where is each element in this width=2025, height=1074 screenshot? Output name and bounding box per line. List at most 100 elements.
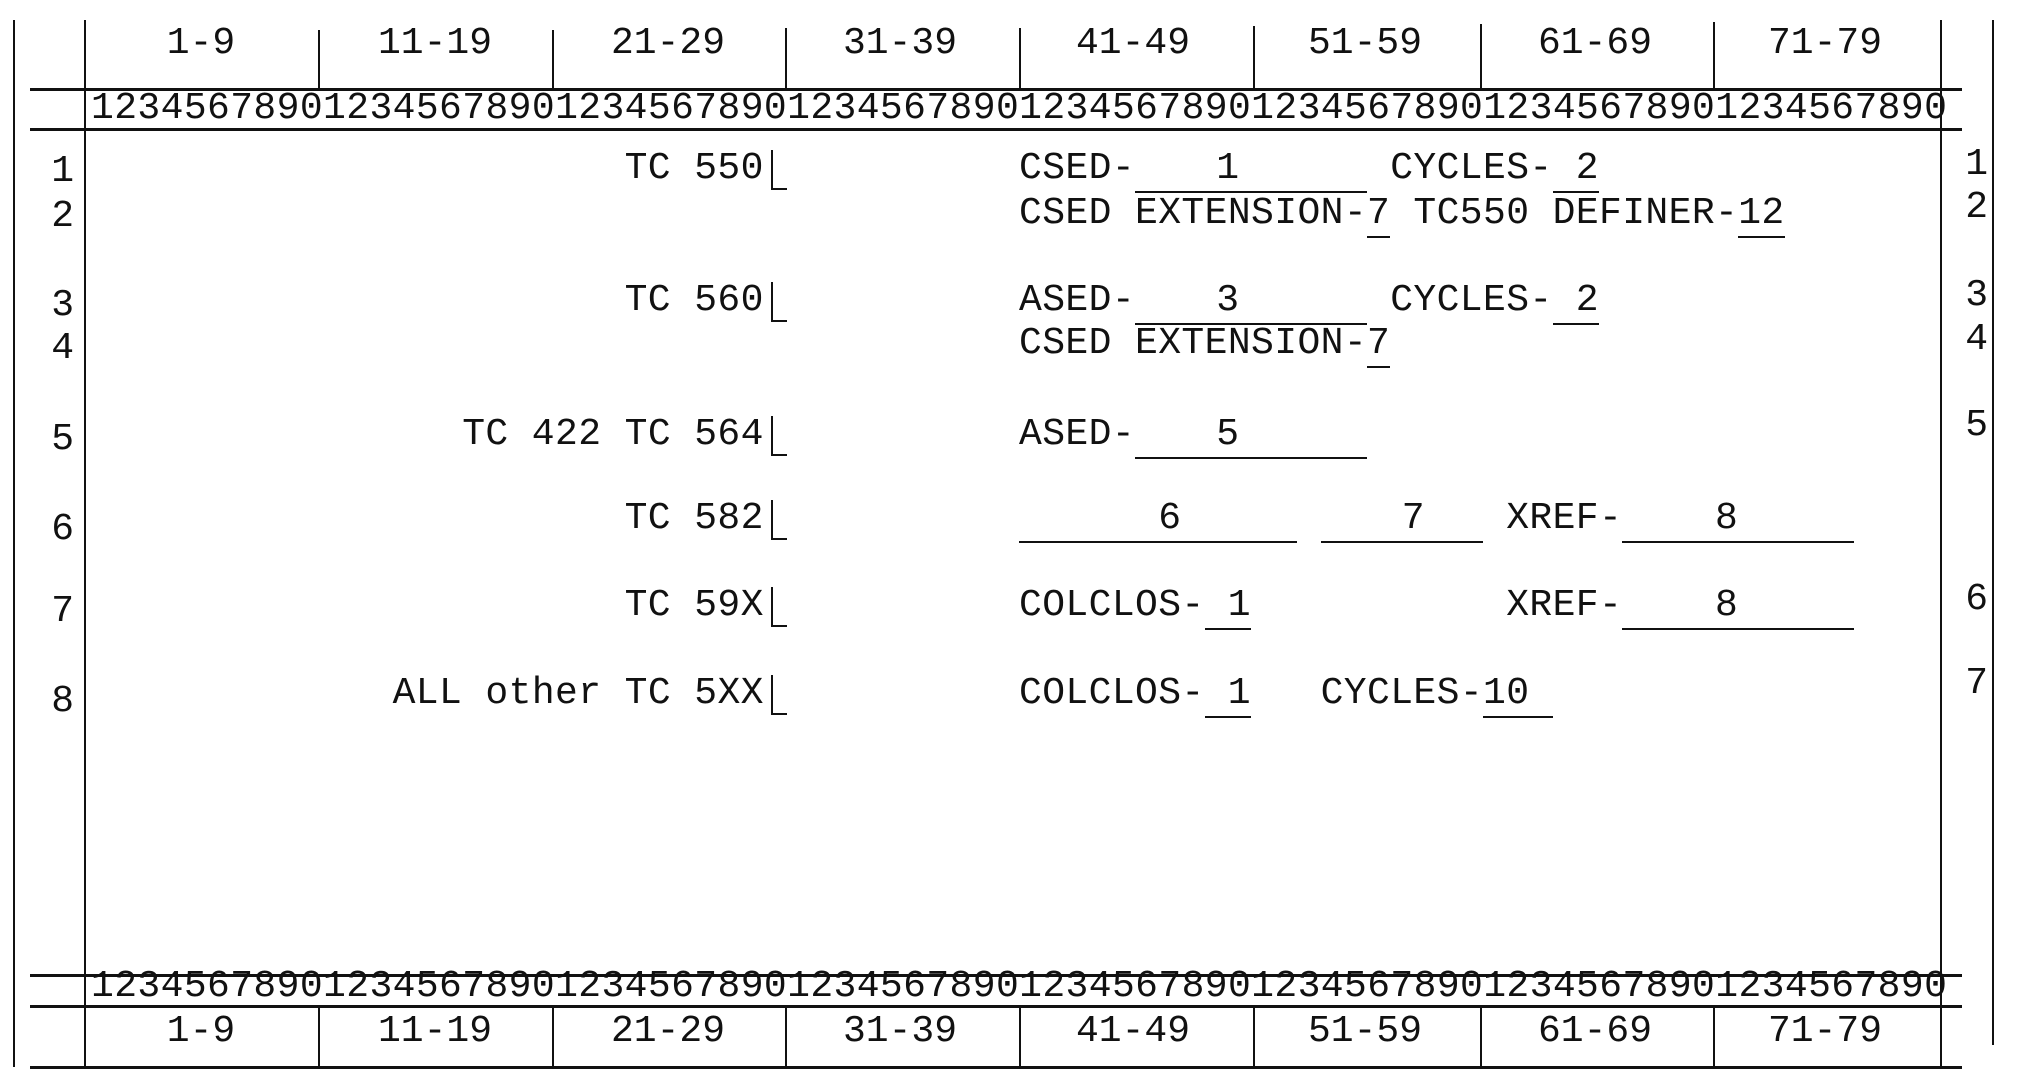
colclos-value: 1 bbox=[1227, 584, 1251, 627]
left-line-number: 2 bbox=[51, 195, 74, 238]
field-6-value: 6 bbox=[1158, 497, 1182, 540]
right-line-number: 4 bbox=[1965, 318, 1988, 361]
colclos-label: COLCLOS- bbox=[1019, 584, 1205, 627]
left-line-number: 4 bbox=[51, 327, 74, 370]
column-group-label: 71-79 bbox=[1767, 1010, 1883, 1053]
cycles-label: CYCLES- bbox=[1390, 147, 1553, 190]
left-line-number: 7 bbox=[51, 590, 74, 633]
footer-divider bbox=[30, 1066, 1962, 1069]
field-marker bbox=[770, 500, 787, 540]
field-7[interactable]: 7 bbox=[1320, 497, 1483, 543]
xref-label: XREF- bbox=[1506, 584, 1623, 627]
right-line-number: 3 bbox=[1965, 274, 1988, 317]
ruler-divider-top bbox=[30, 128, 1962, 131]
cycles-value: 2 bbox=[1575, 279, 1599, 322]
field-6[interactable]: 6 bbox=[1019, 497, 1298, 543]
cycles-field[interactable]: 10 bbox=[1483, 672, 1553, 718]
cycles-field[interactable]: 2 bbox=[1552, 279, 1599, 325]
csed-extension-field[interactable]: 7 bbox=[1367, 322, 1391, 368]
right-line-number: 6 bbox=[1965, 578, 1988, 621]
column-group-label: 11-19 bbox=[377, 22, 493, 65]
group-separator bbox=[1480, 24, 1482, 88]
column-group-label: 21-29 bbox=[610, 1010, 726, 1053]
outer-right-border bbox=[1992, 20, 1994, 1045]
cycles-label: CYCLES- bbox=[1390, 279, 1553, 322]
inner-right-border bbox=[1940, 20, 1942, 1067]
transaction-code-label: TC 59X bbox=[624, 584, 764, 627]
csed-field[interactable]: 1 bbox=[1135, 147, 1367, 193]
left-line-number: 5 bbox=[51, 418, 74, 461]
left-line-number: 8 bbox=[51, 680, 74, 723]
definer-value: 12 bbox=[1738, 192, 1785, 235]
csed-label: CSED- bbox=[1019, 147, 1136, 190]
column-group-label: 41-49 bbox=[1075, 1010, 1191, 1053]
cycles-label: CYCLES- bbox=[1320, 672, 1484, 715]
transaction-code-label: ALL other TC 5XX bbox=[392, 672, 764, 715]
cycles-value: 2 bbox=[1575, 147, 1599, 190]
column-group-label: 61-69 bbox=[1537, 22, 1653, 65]
header-divider bbox=[30, 88, 1962, 91]
definer-label: TC550 DEFINER- bbox=[1413, 192, 1739, 235]
colclos-value: 1 bbox=[1227, 672, 1251, 715]
field-marker bbox=[770, 587, 787, 627]
xref-field[interactable]: 8 bbox=[1622, 584, 1855, 630]
field-marker bbox=[770, 150, 787, 190]
colclos-field[interactable]: 1 bbox=[1204, 672, 1251, 718]
ased-value: 3 bbox=[1216, 279, 1240, 322]
column-ruler-top: 1234567890123456789012345678901234567890… bbox=[91, 87, 1948, 130]
transaction-code-label: TC 550 bbox=[624, 147, 764, 190]
ased-label: ASED- bbox=[1019, 413, 1136, 456]
csed-extension-field[interactable]: 7 bbox=[1367, 192, 1391, 238]
definer-field[interactable]: 12 bbox=[1738, 192, 1785, 238]
left-line-number: 3 bbox=[51, 284, 74, 327]
colclos-label: COLCLOS- bbox=[1019, 672, 1205, 715]
xref-label: XREF- bbox=[1506, 497, 1623, 540]
csed-extension-label: CSED EXTENSION- bbox=[1019, 322, 1368, 365]
ruler-divider-bottom bbox=[30, 1005, 1962, 1008]
csed-extension-value: 7 bbox=[1367, 322, 1391, 365]
xref-value: 8 bbox=[1714, 497, 1739, 540]
ased-field[interactable]: 3 bbox=[1135, 279, 1367, 325]
transaction-code-label: TC 422 TC 564 bbox=[462, 413, 764, 456]
field-marker bbox=[770, 675, 787, 715]
group-separator bbox=[785, 28, 787, 88]
transaction-code-label: TC 560 bbox=[624, 279, 764, 322]
group-separator bbox=[552, 30, 554, 88]
left-line-number: 1 bbox=[51, 150, 74, 193]
inner-left-border bbox=[84, 20, 86, 1067]
cycles-field[interactable]: 2 bbox=[1552, 147, 1599, 193]
column-group-label: 31-39 bbox=[842, 22, 958, 65]
csed-extension-value: 7 bbox=[1367, 192, 1391, 235]
group-separator bbox=[785, 1006, 787, 1066]
right-line-number: 2 bbox=[1965, 186, 1988, 229]
group-separator bbox=[318, 1006, 320, 1066]
group-separator bbox=[1253, 26, 1255, 88]
column-group-label: 71-79 bbox=[1767, 22, 1883, 65]
column-group-label: 1-9 bbox=[166, 22, 236, 65]
ased-label: ASED- bbox=[1019, 279, 1136, 322]
ased-field[interactable]: 5 bbox=[1135, 413, 1367, 459]
column-group-label: 1-9 bbox=[166, 1010, 236, 1053]
field-marker bbox=[770, 282, 787, 322]
group-separator bbox=[1713, 22, 1715, 88]
column-group-label: 61-69 bbox=[1537, 1010, 1653, 1053]
group-separator bbox=[1253, 1006, 1255, 1066]
group-separator bbox=[1019, 1006, 1021, 1066]
column-group-label: 31-39 bbox=[842, 1010, 958, 1053]
column-group-label: 51-59 bbox=[1307, 1010, 1423, 1053]
outer-left-border bbox=[13, 20, 15, 1067]
cycles-value: 10 bbox=[1483, 672, 1530, 715]
transaction-code-label: TC 582 bbox=[624, 497, 764, 540]
right-line-number: 5 bbox=[1965, 404, 1988, 447]
group-separator bbox=[552, 1006, 554, 1066]
colclos-field[interactable]: 1 bbox=[1204, 584, 1251, 630]
column-group-label: 21-29 bbox=[610, 22, 726, 65]
ased-value: 5 bbox=[1216, 413, 1240, 456]
group-separator bbox=[318, 30, 320, 88]
column-ruler-bottom: 1234567890123456789012345678901234567890… bbox=[91, 965, 1948, 1008]
csed-value: 1 bbox=[1216, 147, 1240, 190]
field-7-value: 7 bbox=[1401, 497, 1425, 540]
xref-field[interactable]: 8 bbox=[1622, 497, 1855, 543]
column-group-label: 41-49 bbox=[1075, 22, 1191, 65]
group-separator bbox=[1019, 28, 1021, 88]
